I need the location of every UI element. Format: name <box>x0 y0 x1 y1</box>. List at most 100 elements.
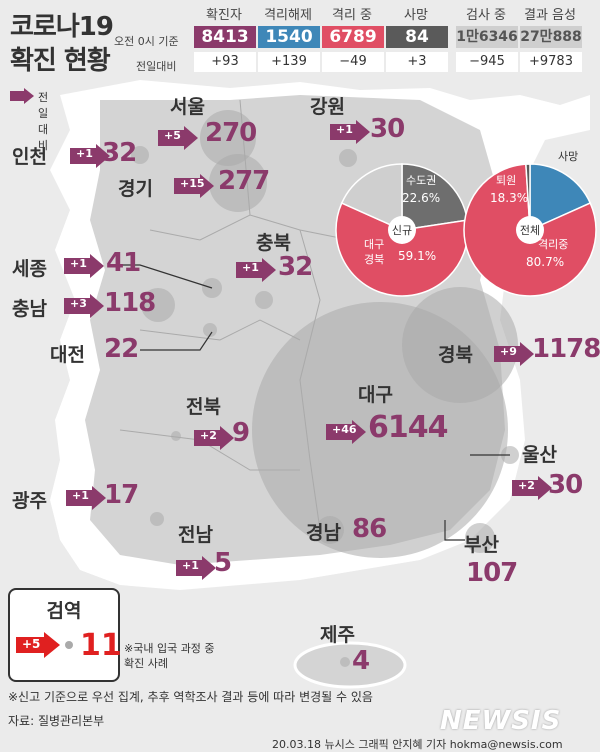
region-name: 전북 <box>186 396 221 418</box>
region-diff-arrow: +9 <box>494 342 534 366</box>
bubble-gwangju <box>150 512 164 526</box>
bubble-chungbuk <box>255 291 273 309</box>
region-name: 전남 <box>178 524 213 546</box>
region-diff-arrow: +2 <box>194 426 234 450</box>
stat-head: 사망 <box>404 8 428 23</box>
pie-label: 59.1% <box>398 249 436 263</box>
region-total: 30 <box>370 114 405 144</box>
stat-diff: +93 <box>194 52 256 72</box>
region-diff: +1 <box>336 123 353 136</box>
footer-note: ※신고 기준으로 우선 집계, 추후 역학조사 결과 등에 따라 변경될 수 있… <box>8 690 373 704</box>
title-line2: 확진 현황 <box>10 46 111 76</box>
pie-slice <box>335 202 469 297</box>
stat-diff: +3 <box>386 52 448 72</box>
region-name: 경기 <box>118 178 153 200</box>
region-diff-arrow: +1 <box>236 258 276 282</box>
bubble-gyeongbuk <box>402 287 518 403</box>
bubble-incheon <box>131 146 149 164</box>
region-total: 30 <box>548 470 583 500</box>
stat-head: 검사 중 <box>465 8 506 23</box>
quarantine-total: 11 <box>80 628 122 663</box>
stat-col: 격리해제 1540 +139 <box>258 4 320 72</box>
pie-label: 수도권 <box>406 174 436 187</box>
pie-label: 격리중 <box>538 238 568 251</box>
region-total: 270 <box>205 118 257 148</box>
region-diff: +1 <box>182 559 199 572</box>
region-diff-arrow: +15 <box>174 174 214 198</box>
region-total: 277 <box>218 166 270 196</box>
stat-diff: +9783 <box>520 52 582 72</box>
region-diff-arrow: +1 <box>64 254 104 278</box>
stat-head: 확진자 <box>206 8 242 23</box>
region-diff-arrow: +46 <box>326 420 366 444</box>
region-name: 대전 <box>50 344 85 366</box>
quarantine-dot <box>65 641 73 649</box>
region-name: 강원 <box>310 96 345 118</box>
arrow-icon <box>158 126 198 150</box>
legend-label: 전일대비 <box>38 91 49 152</box>
region-diff: +1 <box>242 261 259 274</box>
stat-value: 27만888 <box>520 26 582 48</box>
bubble-gyeongnam <box>316 516 344 544</box>
quarantine-note-2: 확진 사례 <box>124 657 168 670</box>
stat-value: 8413 <box>194 26 256 48</box>
stat-col: 사망 84 +3 <box>386 4 448 72</box>
footer-credit: 20.03.18 뉴시스 그래픽 안지혜 기자 hokma@newsis.com <box>272 738 563 751</box>
leader-lines <box>120 264 510 541</box>
region-total: 118 <box>104 288 156 318</box>
stat-diff: −49 <box>322 52 384 72</box>
region-diff: +3 <box>70 297 87 310</box>
region-diff: +46 <box>332 423 357 436</box>
bubble-chungnam <box>141 288 175 322</box>
pie-total-cases: 전체 퇴원 18.3% 격리중 80.7% 사망 <box>463 150 597 297</box>
row2-label: 전일대비 <box>136 60 177 73</box>
region-total: 17 <box>104 480 139 510</box>
arrow-icon <box>326 420 366 444</box>
arrow-icon <box>494 342 534 366</box>
pie-label: 80.7% <box>526 255 564 269</box>
stat-value: 84 <box>386 26 448 48</box>
pie-label: 경북 <box>364 253 384 266</box>
region-diff: +1 <box>72 489 89 502</box>
stat-diff: +139 <box>258 52 320 72</box>
newsis-logo: NEWSIS <box>440 706 562 736</box>
region-diff-arrow: +1 <box>70 144 110 168</box>
region-total: 4 <box>352 646 370 676</box>
legend-arrow-icon <box>10 88 34 104</box>
stat-col: 격리 중 6789 −49 <box>322 4 384 72</box>
region-name: 제주 <box>320 624 355 646</box>
region-name: 대구 <box>358 384 393 406</box>
pie-slice <box>525 163 531 231</box>
region-name: 부산 <box>464 534 499 556</box>
bubble-gyeonggi <box>209 154 267 212</box>
arrow-icon <box>176 556 216 580</box>
region-total: 86 <box>352 514 387 544</box>
arrow-icon <box>66 486 106 510</box>
quarantine-note-1: ※국내 입국 과정 중 <box>124 642 215 655</box>
jeju-island <box>293 641 407 689</box>
stat-value: 1만6346 <box>456 26 518 48</box>
region-diff-arrow: +1 <box>66 486 106 510</box>
region-total: 22 <box>104 334 139 364</box>
region-name: 세종 <box>12 258 47 280</box>
case-bubbles <box>131 110 519 667</box>
arrow-icon <box>64 254 104 278</box>
arrow-icon <box>512 476 552 500</box>
region-name: 울산 <box>522 444 557 466</box>
pie-label: 대구 <box>364 238 384 251</box>
stat-value: 1540 <box>258 26 320 48</box>
quarantine-title: 검역 <box>46 600 82 622</box>
quarantine-box: 검역 +5 11 <box>8 588 122 682</box>
pie-slice <box>529 163 592 232</box>
stat-diff: −945 <box>456 52 518 72</box>
stat-head: 격리 중 <box>331 8 372 23</box>
region-name: 인천 <box>12 146 47 168</box>
pie-center-label: 신규 <box>392 224 412 237</box>
region-total: 6144 <box>368 410 448 445</box>
region-name: 서울 <box>170 96 205 118</box>
bubble-daejeon <box>203 323 217 337</box>
region-diff-arrow: +1 <box>176 556 216 580</box>
pie-center <box>516 216 544 244</box>
quarantine-arrow-icon <box>16 632 60 658</box>
stat-col: 확진자 8413 +93 <box>194 4 256 72</box>
